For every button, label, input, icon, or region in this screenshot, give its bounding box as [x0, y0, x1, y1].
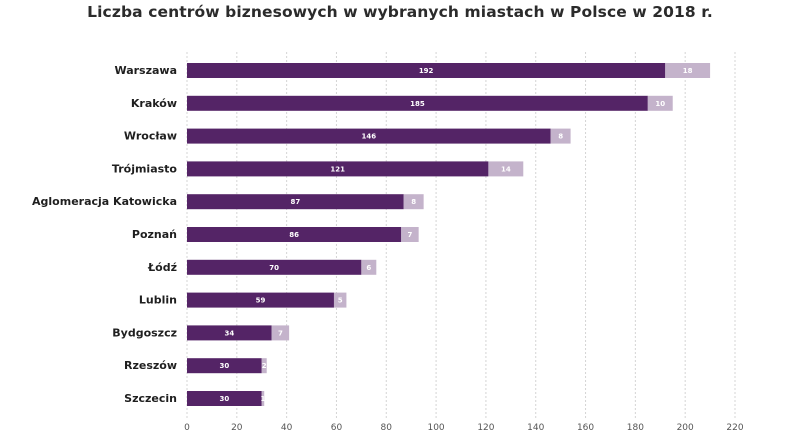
bar-value-label: 185	[410, 100, 425, 108]
bar-segment-primary	[187, 391, 262, 406]
bar-value-label: 5	[338, 297, 343, 305]
category-label: Kraków	[131, 97, 177, 110]
bar-value-label: 30	[219, 395, 229, 403]
category-label: Łódź	[147, 261, 177, 274]
x-tick-label: 180	[627, 423, 644, 433]
category-labels: Warszawa Kraków Wrocław Trójmiasto Aglomerac…	[32, 64, 177, 405]
bar-segment-primary	[187, 259, 362, 275]
category-label: Warszawa	[114, 64, 177, 77]
data-labels: 192 18 185 10 146 8 121 14 87 8 86 7 70 6 59 5 34 7 30 2 30 1	[219, 67, 692, 403]
bar-segment-primary	[187, 292, 334, 308]
x-tick-label: 100	[427, 423, 444, 433]
bar-value-label: 1	[261, 395, 266, 403]
category-label: Rzeszów	[124, 359, 177, 372]
bar-segment-primary	[187, 128, 551, 144]
category-label: Poznań	[132, 228, 177, 241]
bar-value-label: 59	[256, 297, 266, 305]
bar-value-label: 87	[290, 198, 300, 206]
bar-value-label: 18	[683, 67, 693, 75]
bar-segment-secondary	[333, 292, 347, 308]
bar-value-label: 86	[289, 231, 299, 239]
grid-lines	[186, 52, 736, 418]
bar-value-label: 2	[262, 362, 267, 370]
bar-value-label: 70	[269, 264, 279, 272]
category-label: Bydgoszcz	[112, 326, 177, 339]
x-tick-label: 140	[527, 423, 544, 433]
bar-segment-primary	[187, 227, 402, 242]
bar-value-label: 30	[219, 362, 229, 370]
x-tick-label: 120	[477, 423, 494, 433]
chart-title: Liczba centrów biznesowych w wybranych m…	[87, 3, 713, 21]
bar-value-label: 7	[278, 329, 283, 337]
category-label: Wrocław	[124, 130, 177, 143]
bar-value-label: 6	[366, 264, 371, 272]
category-label: Lublin	[139, 294, 177, 307]
bar-segment-secondary	[261, 391, 265, 406]
x-tick-label: 20	[231, 423, 243, 433]
bar-segment-primary	[187, 358, 262, 374]
bar-segment-primary	[187, 95, 648, 111]
x-tick-label: 40	[281, 423, 293, 433]
category-label: Szczecin	[124, 392, 177, 405]
x-tick-label: 0	[184, 423, 190, 433]
bar-value-label: 10	[655, 100, 665, 108]
bar-value-label: 192	[419, 67, 434, 75]
bar-segment-primary	[187, 325, 272, 341]
bar-segment-secondary	[665, 63, 711, 78]
x-tick-label: 60	[331, 423, 343, 433]
category-label: Trójmiasto	[112, 162, 178, 175]
bar-segment-secondary	[271, 325, 290, 341]
bar-value-label: 8	[411, 198, 416, 206]
x-tick-label: 220	[726, 423, 743, 433]
bar-segment-secondary	[647, 95, 673, 111]
bar-segment-primary	[187, 63, 666, 78]
bars	[187, 63, 711, 406]
bar-value-label: 121	[330, 165, 345, 173]
category-label: Aglomeracja Katowicka	[32, 195, 177, 208]
bar-segment-secondary	[550, 128, 571, 144]
x-tick-label: 160	[577, 423, 594, 433]
bar-segment-secondary	[403, 194, 424, 210]
bar-value-label: 34	[224, 329, 234, 337]
bar-segment-secondary	[488, 161, 524, 177]
bar-value-label: 14	[501, 165, 511, 173]
bar-value-label: 7	[407, 231, 412, 239]
bar-segment-secondary	[261, 358, 267, 374]
x-tick-label: 80	[381, 423, 393, 433]
bar-segment-secondary	[401, 227, 419, 242]
bar-segment-primary	[187, 194, 404, 210]
bar-value-label: 146	[362, 133, 377, 141]
bar-value-label: 8	[558, 133, 563, 141]
bar-segment-primary	[187, 161, 489, 177]
x-tick-label: 200	[677, 423, 694, 433]
bar-segment-secondary	[361, 259, 377, 275]
x-axis-ticks: 0 20 40 60 80 100 120 140 160 180 200 220	[184, 423, 744, 433]
